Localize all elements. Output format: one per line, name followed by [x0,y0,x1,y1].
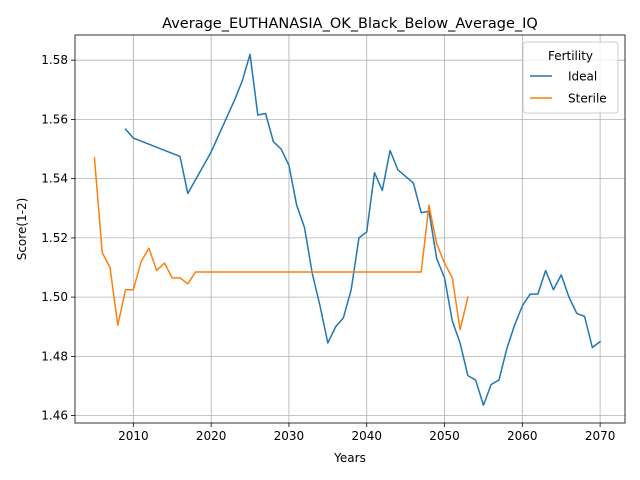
x-axis: 2010 2020 2030 2040 2050 2060 2070 [118,423,615,443]
series-line-sterile [93,157,469,331]
legend-label-sterile: Sterile [568,92,607,106]
x-tick-label: 2020 [196,429,227,443]
y-tick-label: 1.56 [41,112,68,126]
series-line-ideal [124,53,602,406]
x-tick-label: 2060 [507,429,538,443]
y-tick-label: 1.58 [41,53,68,67]
legend-box [522,41,619,114]
y-axis: 1.46 1.48 1.50 1.52 1.54 1.56 1.58 [41,53,75,423]
grid [75,35,625,423]
y-tick-label: 1.52 [41,231,68,245]
y-tick-label: 1.46 [41,409,68,423]
y-tick-label: 1.54 [41,172,68,186]
y-tick-label: 1.48 [41,349,68,363]
x-tick-label: 2070 [585,429,616,443]
x-tick-label: 2030 [274,429,305,443]
chart-title: Average_EUTHANASIA_OK_Black_Below_Averag… [162,16,538,32]
x-tick-label: 2010 [118,429,149,443]
y-tick-label: 1.50 [41,290,68,304]
legend: Fertility Ideal Sterile [522,41,619,114]
x-tick-label: 2050 [429,429,460,443]
series-layer [93,53,602,406]
x-axis-label: Years [333,451,366,465]
legend-title: Fertility [548,49,593,63]
plot-frame [74,34,626,424]
legend-label-ideal: Ideal [568,70,597,84]
y-axis-label: Score(1-2) [15,198,29,261]
x-tick-label: 2040 [351,429,382,443]
